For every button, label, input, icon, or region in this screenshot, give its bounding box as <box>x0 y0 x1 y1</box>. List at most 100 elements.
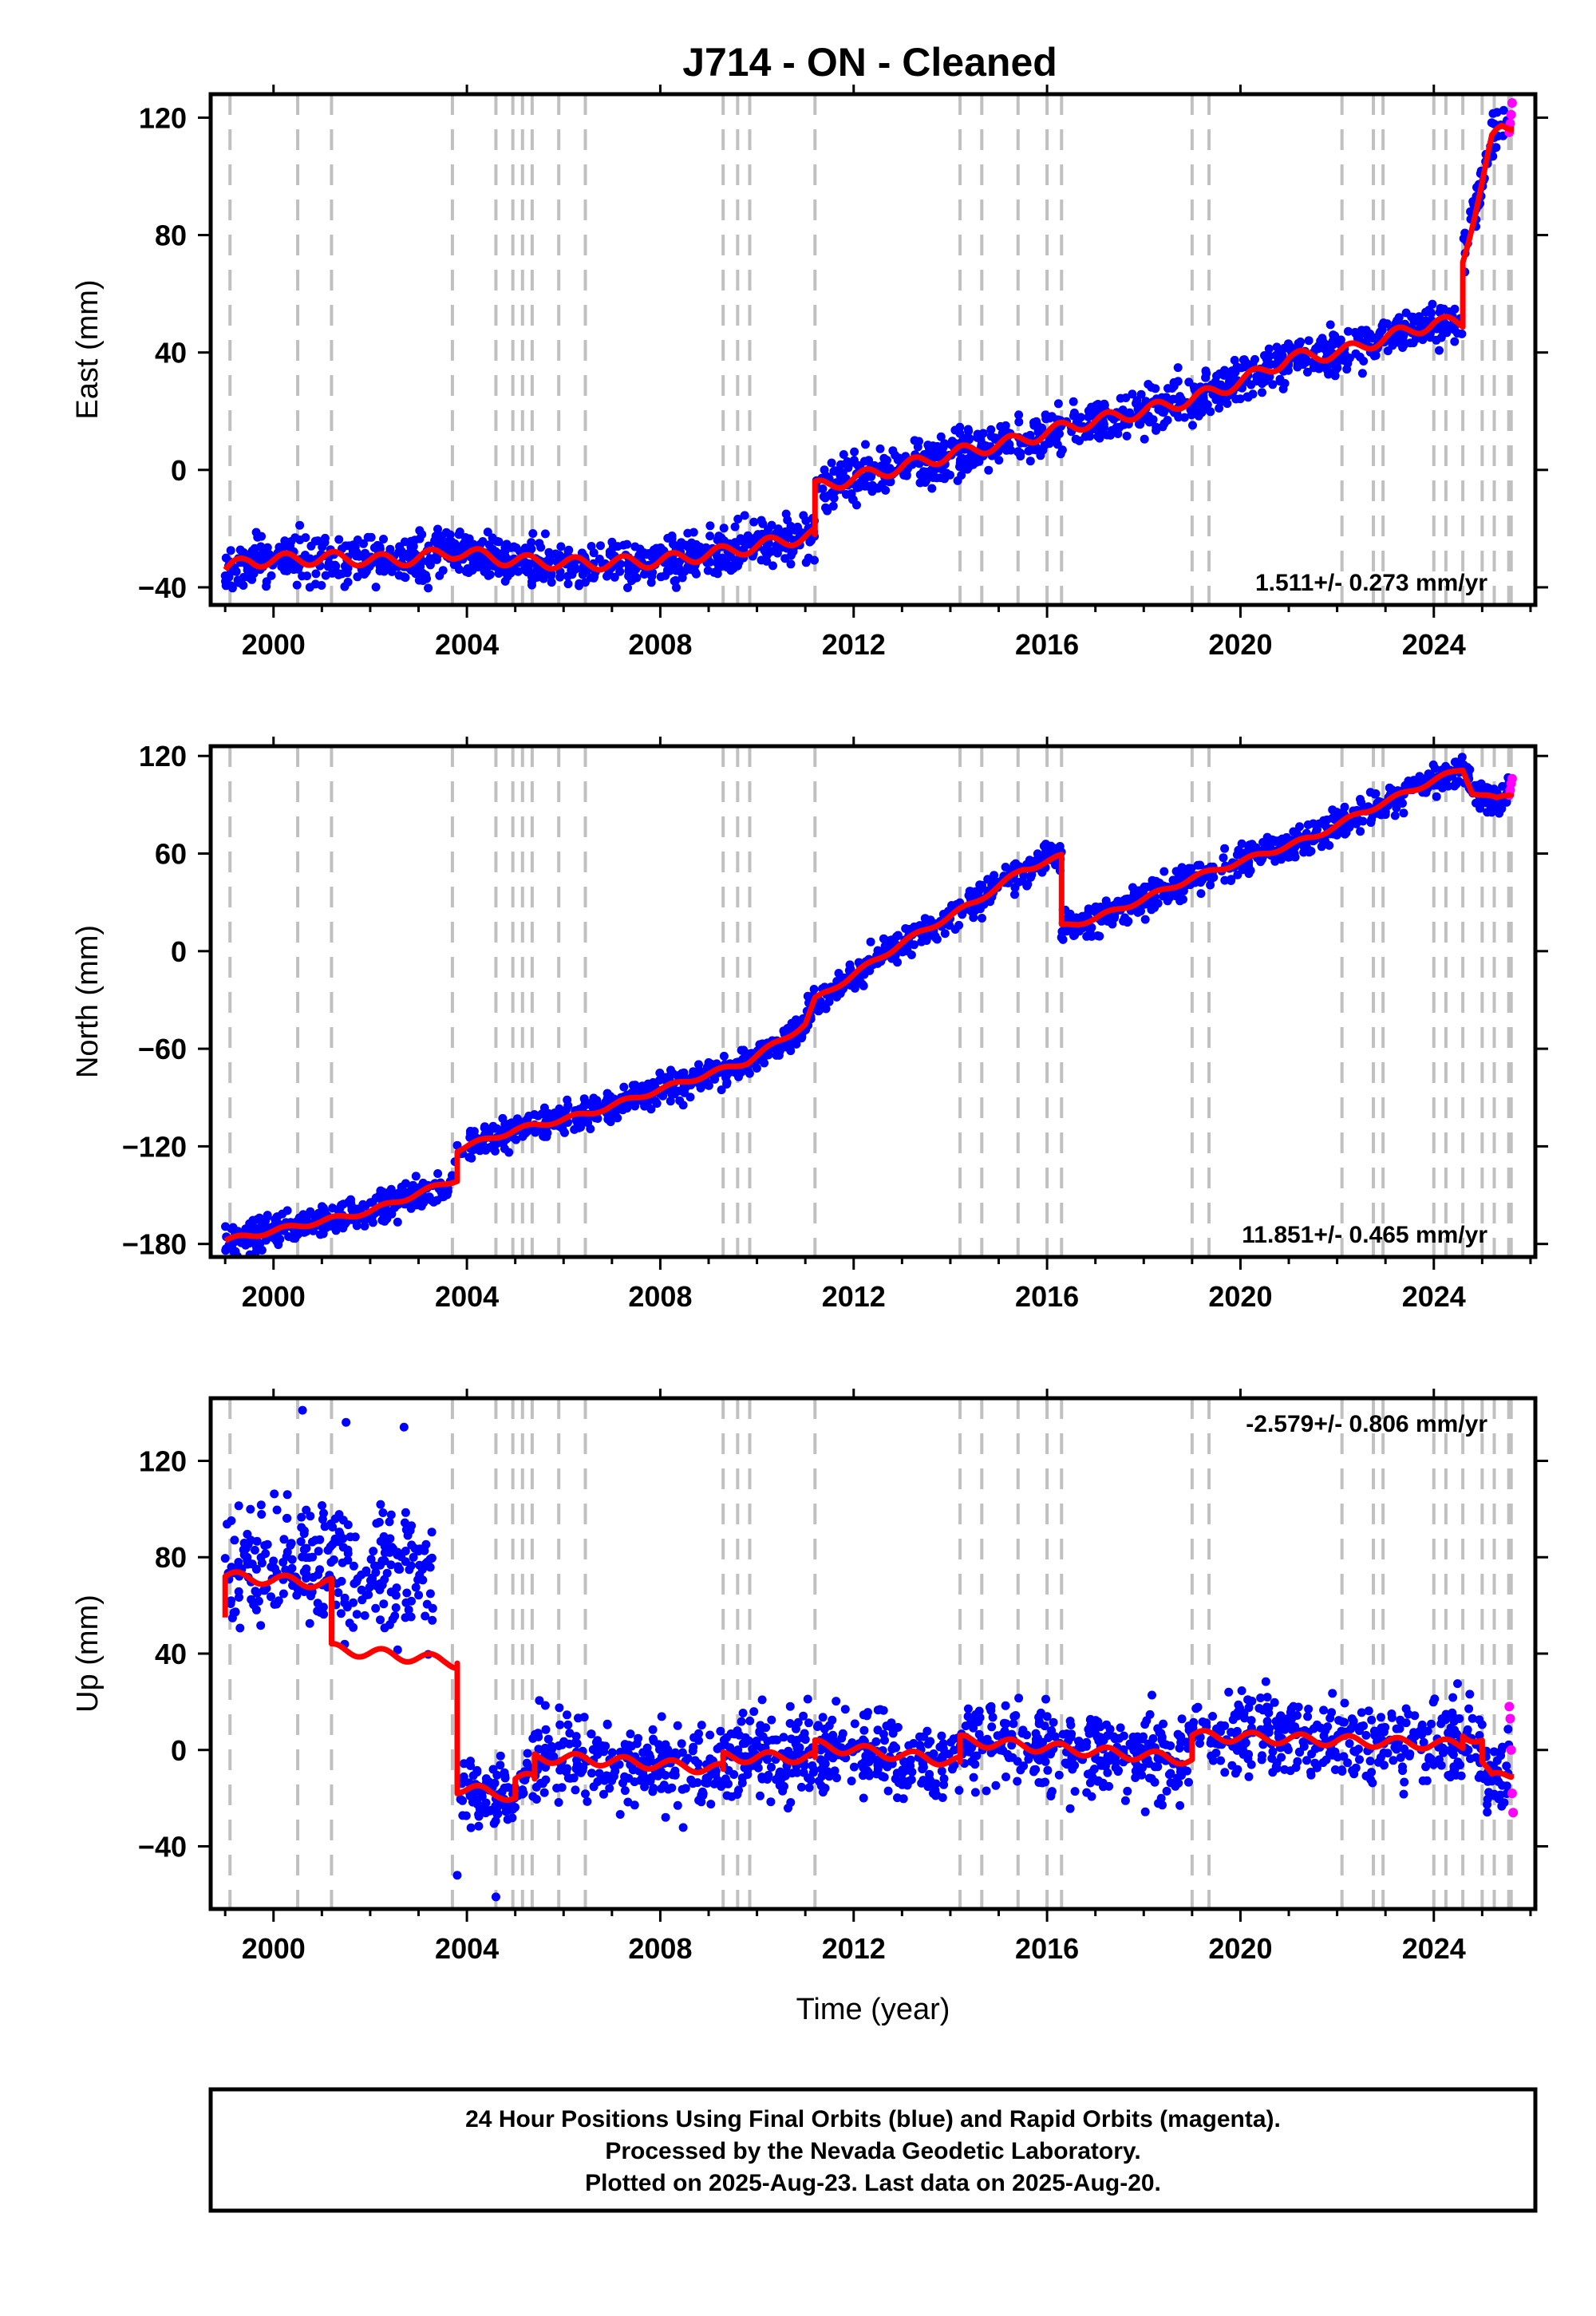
final-orbit-point <box>799 1711 808 1721</box>
final-orbit-point <box>1152 422 1161 432</box>
final-orbit-point <box>701 543 711 552</box>
final-orbit-point <box>593 1750 602 1759</box>
final-orbit-point <box>1009 1719 1018 1729</box>
final-orbit-point <box>256 1500 266 1510</box>
final-orbit-point <box>738 1054 748 1064</box>
final-orbit-point <box>772 1050 781 1060</box>
final-orbit-point <box>788 1769 797 1778</box>
final-orbit-point <box>352 1610 361 1619</box>
y-tick-label: −60 <box>138 1033 187 1065</box>
final-orbit-point <box>282 1513 292 1523</box>
final-orbit-point <box>1208 1756 1218 1765</box>
final-orbit-point <box>460 533 470 542</box>
final-orbit-point <box>428 1615 437 1625</box>
final-orbit-point <box>1275 377 1285 386</box>
final-orbit-point <box>907 1775 916 1784</box>
final-orbit-point <box>1476 804 1485 813</box>
final-orbit-point <box>1306 1768 1315 1777</box>
final-orbit-point <box>823 506 832 516</box>
final-orbit-point <box>1395 1724 1404 1733</box>
final-orbit-point <box>667 532 677 540</box>
final-orbit-point <box>1144 380 1153 389</box>
final-orbit-point <box>433 524 442 534</box>
final-orbit-point <box>1491 143 1501 152</box>
final-orbit-point <box>263 1211 272 1220</box>
x-tick-label: 2024 <box>1402 628 1466 661</box>
final-orbit-point <box>438 566 448 575</box>
final-orbit-point <box>963 425 973 434</box>
final-orbit-point <box>490 547 500 556</box>
final-orbit-point <box>946 470 954 480</box>
final-orbit-point <box>654 1076 664 1085</box>
final-orbit-point <box>1231 1769 1240 1778</box>
model-line <box>223 767 1515 1243</box>
final-orbit-point <box>540 1701 550 1710</box>
final-orbit-point <box>1206 407 1215 417</box>
final-orbit-point <box>393 1217 402 1227</box>
final-orbit-point <box>401 573 410 583</box>
final-orbit-point <box>474 1821 484 1831</box>
final-orbit-point <box>1184 1777 1193 1787</box>
final-orbit-point <box>1270 1697 1279 1707</box>
final-orbit-point <box>820 465 829 475</box>
final-orbit-point <box>406 542 416 551</box>
final-orbit-point <box>949 1734 958 1744</box>
final-orbit-point <box>221 581 231 591</box>
final-orbit-point <box>379 535 388 543</box>
final-orbit-point <box>1502 1761 1511 1771</box>
final-orbit-point <box>1401 308 1411 318</box>
final-orbit-point <box>318 1229 328 1239</box>
y-tick-label: −180 <box>122 1228 187 1261</box>
final-orbit-point <box>1013 447 1023 456</box>
x-tick-label: 2016 <box>1015 1280 1079 1313</box>
final-orbit-point <box>1294 338 1303 348</box>
final-orbit-point <box>555 1703 564 1713</box>
final-orbit-point <box>559 1737 569 1746</box>
final-orbit-point <box>849 1762 859 1772</box>
final-orbit-point <box>681 1784 690 1793</box>
final-orbit-point <box>1424 769 1433 779</box>
final-orbit-point <box>888 936 898 946</box>
final-orbit-point <box>1180 864 1190 874</box>
final-orbit-point <box>937 1766 946 1776</box>
final-orbit-point <box>870 483 879 492</box>
final-orbit-point <box>1339 1752 1349 1761</box>
final-orbit-point <box>556 542 566 551</box>
final-orbit-point <box>1310 1758 1320 1768</box>
final-orbit-point <box>1268 380 1278 389</box>
final-orbit-point <box>1483 784 1493 792</box>
final-orbit-point <box>671 566 681 575</box>
final-orbit-point <box>365 1198 375 1207</box>
final-orbit-point <box>1089 1765 1099 1774</box>
final-orbit-point <box>1336 335 1345 345</box>
final-orbit-point <box>704 1057 713 1067</box>
final-orbit-point <box>1344 326 1353 336</box>
final-orbit-point <box>1361 1730 1371 1740</box>
final-orbit-point <box>1102 430 1112 440</box>
panel-east: 2000 2004 2008 2012 2016 2020 2024−4004080120E… <box>71 85 1548 661</box>
final-orbit-point <box>936 432 946 441</box>
final-orbit-point <box>262 582 271 591</box>
final-orbit-point <box>387 567 397 576</box>
final-orbit-point <box>1136 420 1145 429</box>
final-orbit-point <box>804 1718 813 1728</box>
final-orbit-point <box>781 527 790 536</box>
final-orbit-point <box>1116 393 1125 403</box>
x-tick-label: 2016 <box>1015 628 1079 661</box>
final-orbit-point <box>391 1603 401 1612</box>
final-orbit-point <box>804 1783 814 1792</box>
final-orbit-point <box>485 570 495 579</box>
final-orbit-point <box>730 1068 740 1077</box>
final-orbit-point <box>1450 337 1460 346</box>
final-orbit-point <box>717 533 726 543</box>
final-orbit-point <box>950 925 960 934</box>
final-orbit-point <box>737 1045 746 1055</box>
final-orbit-point <box>716 1726 725 1736</box>
final-orbit-point <box>971 455 980 464</box>
final-orbit-point <box>602 1089 612 1098</box>
final-orbit-point <box>1159 419 1169 429</box>
final-orbit-point <box>764 524 773 534</box>
final-orbit-point <box>1128 883 1137 892</box>
final-orbit-point <box>670 1766 680 1776</box>
x-axis: 2000 2004 2008 2012 2016 2020 2024 <box>223 85 1532 661</box>
